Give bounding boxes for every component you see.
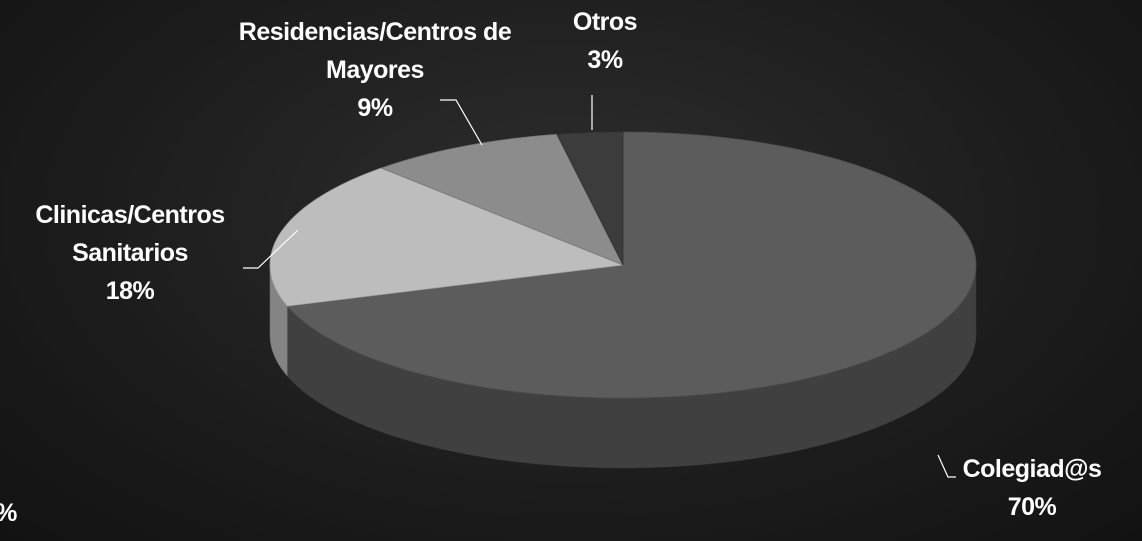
leader-line (937, 454, 956, 478)
pie-slice (269, 167, 624, 307)
value-label: 9% (357, 94, 393, 122)
data-label: Colegiad@s 70% (942, 450, 1122, 526)
data-label: Residencias/Centros de Mayores 9% (230, 13, 520, 127)
leader-line (440, 99, 483, 146)
category-label: Otros (572, 8, 638, 36)
category-label: Residencias/Centros de Mayores (238, 18, 512, 84)
annotation: % (0, 494, 26, 532)
category-label: Clinicas/Centros Sanitarios (35, 201, 225, 267)
pie-slice (286, 131, 977, 399)
leader-line (243, 229, 299, 269)
pie-slice (556, 131, 624, 266)
value-label: 18% (105, 277, 155, 305)
data-label: Otros 3% (555, 3, 655, 79)
data-label: Clinicas/Centros Sanitarios 18% (10, 196, 250, 310)
category-label: Colegiad@s (962, 455, 1102, 483)
value-label: 3% (587, 46, 623, 74)
value-label: 70% (1007, 493, 1057, 521)
pie-slice (380, 133, 624, 266)
